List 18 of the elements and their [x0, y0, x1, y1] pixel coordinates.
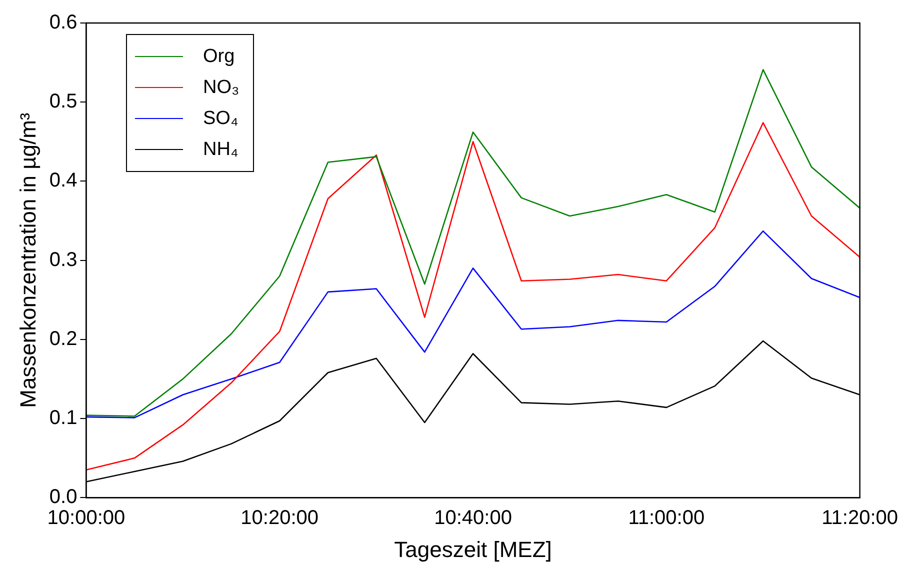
legend-label: SO₄ [203, 108, 238, 130]
y-tick-label: 0.0 [49, 486, 78, 508]
y-tick-label: 0.5 [49, 90, 78, 113]
x-tick-label: 10:00:00 [47, 507, 126, 530]
y-tick-label: 0.2 [49, 328, 78, 350]
legend-label: NH₄ [203, 138, 238, 160]
x-tick-label: 11:00:00 [628, 507, 705, 530]
legend-label: Org [203, 46, 235, 68]
y-tick-label: 0.6 [49, 12, 78, 34]
x-tick-label: 11:20:00 [822, 507, 898, 530]
x-axis-title: Tageszeit [MEZ] [394, 536, 552, 562]
x-tick-label: 10:40:00 [434, 507, 512, 530]
y-axis-title: Massenkonzentration in µg/m³ [15, 112, 40, 408]
y-tick-label: 0.3 [49, 248, 78, 271]
x-tick-label: 10:20:00 [240, 507, 319, 530]
y-tick-label: 0.4 [49, 170, 78, 192]
y-tick-label: 0.1 [49, 407, 78, 430]
legend-label: NO₃ [203, 76, 240, 98]
